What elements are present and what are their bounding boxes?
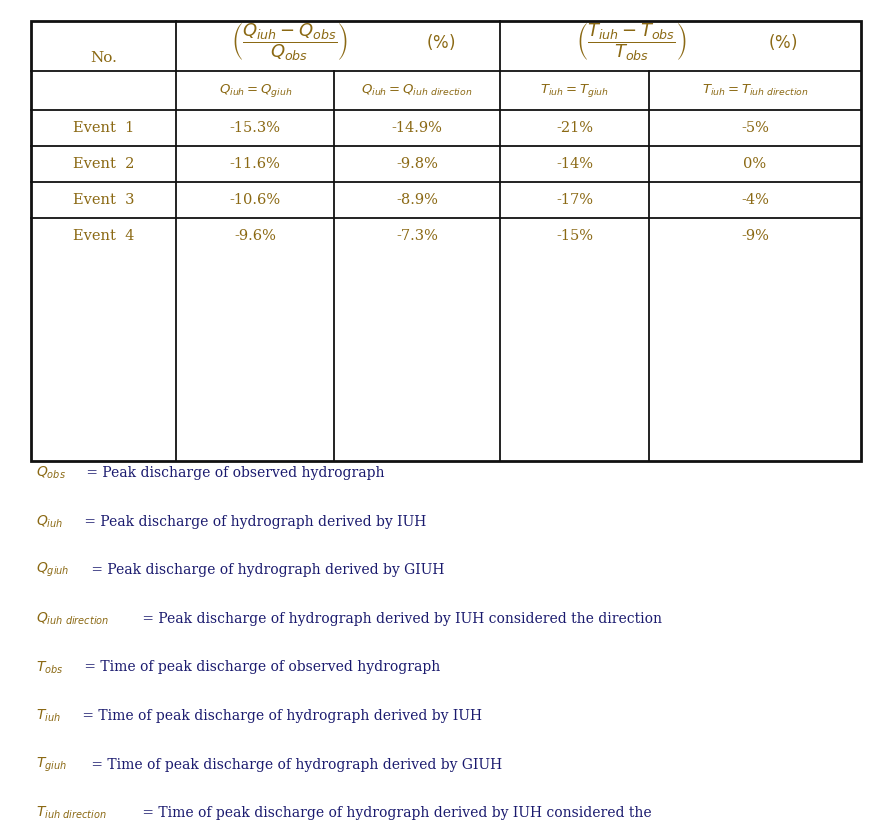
Text: $T_{iuh}=T_{giuh}$: $T_{iuh}=T_{giuh}$ <box>541 82 609 99</box>
Text: $\left(\dfrac{T_{iuh}-T_{obs}}{T_{obs}}\right)$: $\left(\dfrac{T_{iuh}-T_{obs}}{T_{obs}}\… <box>576 21 687 63</box>
Bar <box>31 21 861 461</box>
Text: -14.9%: -14.9% <box>392 121 442 135</box>
Text: No.: No. <box>90 51 117 65</box>
Text: -15.3%: -15.3% <box>230 121 281 135</box>
Text: -17%: -17% <box>556 193 593 207</box>
Text: $Q_{giuh}$: $Q_{giuh}$ <box>36 561 70 579</box>
Text: $Q_{iuh}$: $Q_{iuh}$ <box>36 514 63 530</box>
Text: $(\%)$: $(\%)$ <box>768 32 797 52</box>
Text: -10.6%: -10.6% <box>229 193 281 207</box>
Text: = Peak discharge of hydrograph derived by IUH: = Peak discharge of hydrograph derived b… <box>80 514 426 529</box>
Text: -5%: -5% <box>741 121 769 135</box>
Text: = Peak discharge of hydrograph derived by IUH considered the direction: = Peak discharge of hydrograph derived b… <box>138 611 662 626</box>
Text: -9%: -9% <box>741 230 769 244</box>
Text: -14%: -14% <box>556 157 593 171</box>
Text: Event  2: Event 2 <box>73 157 135 171</box>
Text: $(\%)$: $(\%)$ <box>426 32 456 52</box>
Text: Event  4: Event 4 <box>73 230 135 244</box>
Text: $T_{giuh}$: $T_{giuh}$ <box>36 756 67 774</box>
Text: -9.8%: -9.8% <box>396 157 438 171</box>
Text: -7.3%: -7.3% <box>396 230 438 244</box>
Text: Event  3: Event 3 <box>73 193 135 207</box>
Text: -8.9%: -8.9% <box>396 193 438 207</box>
Text: $Q_{iuh\ direction}$: $Q_{iuh\ direction}$ <box>36 611 109 627</box>
Text: $Q_{iuh}=Q_{iuh\ direction}$: $Q_{iuh}=Q_{iuh\ direction}$ <box>361 83 473 98</box>
Text: = Time of peak discharge of hydrograph derived by IUH: = Time of peak discharge of hydrograph d… <box>78 709 483 723</box>
Text: -11.6%: -11.6% <box>230 157 281 171</box>
Text: -21%: -21% <box>556 121 593 135</box>
Text: $T_{obs}$: $T_{obs}$ <box>36 659 63 676</box>
Text: -15%: -15% <box>556 230 593 244</box>
Text: = Time of peak discharge of hydrograph derived by IUH considered the: = Time of peak discharge of hydrograph d… <box>138 806 652 821</box>
Text: $\left(\dfrac{Q_{iuh}-Q_{obs}}{Q_{obs}}\right)$: $\left(\dfrac{Q_{iuh}-Q_{obs}}{Q_{obs}}\… <box>231 21 348 63</box>
Text: $T_{iuh}=T_{iuh\ direction}$: $T_{iuh}=T_{iuh\ direction}$ <box>702 83 808 98</box>
Text: $Q_{obs}$: $Q_{obs}$ <box>36 465 66 481</box>
Text: $T_{iuh}$: $T_{iuh}$ <box>36 708 61 724</box>
Text: 0%: 0% <box>743 157 766 171</box>
Text: -9.6%: -9.6% <box>235 230 277 244</box>
Text: = Peak discharge of observed hydrograph: = Peak discharge of observed hydrograph <box>82 466 384 481</box>
Text: = Time of peak discharge of hydrograph derived by GIUH: = Time of peak discharge of hydrograph d… <box>87 757 502 772</box>
Text: $T_{iuh\ direction}$: $T_{iuh\ direction}$ <box>36 805 106 821</box>
Text: -4%: -4% <box>741 193 769 207</box>
Text: = Time of peak discharge of observed hydrograph: = Time of peak discharge of observed hyd… <box>80 660 441 675</box>
Text: $Q_{iuh}=Q_{giuh}$: $Q_{iuh}=Q_{giuh}$ <box>219 82 292 99</box>
Text: = Peak discharge of hydrograph derived by GIUH: = Peak discharge of hydrograph derived b… <box>87 563 445 578</box>
Text: Event  1: Event 1 <box>73 121 135 135</box>
